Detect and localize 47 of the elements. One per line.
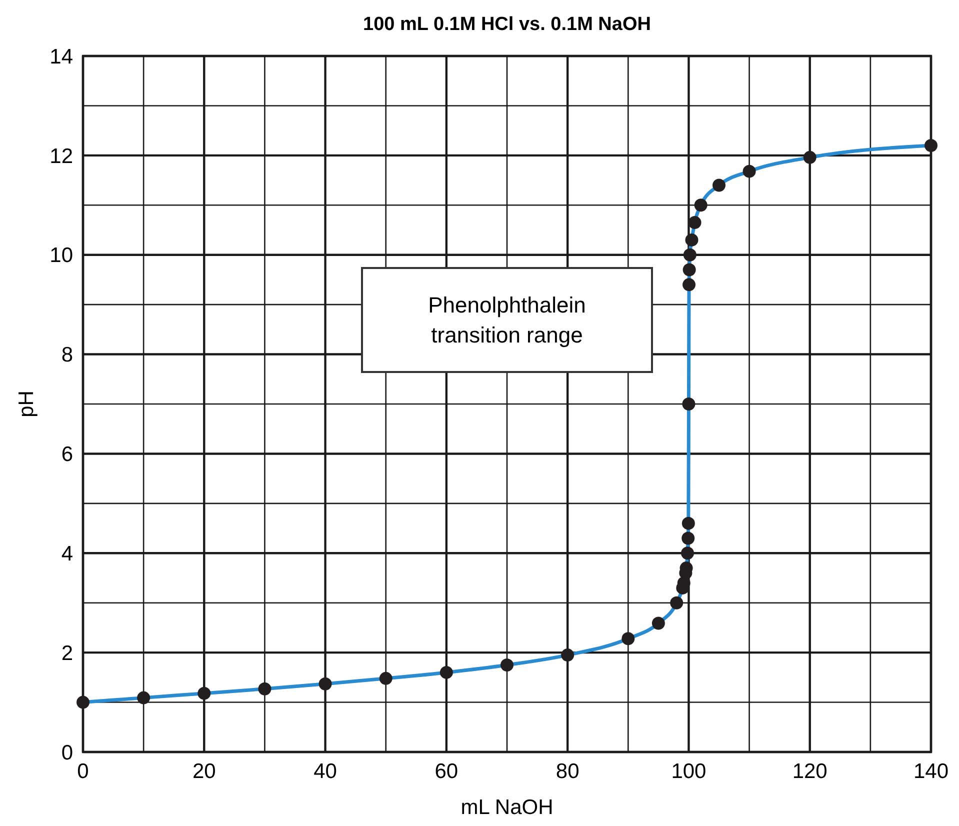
point	[561, 648, 574, 662]
y-tick-label: 6	[61, 443, 73, 466]
chart-title: 100 mL 0.1M HCl vs. 0.1M NaOH	[363, 14, 651, 35]
y-tick-label: 0	[61, 741, 73, 764]
point	[742, 164, 756, 178]
point	[500, 658, 514, 672]
point	[652, 616, 665, 630]
x-tick-label: 20	[192, 760, 216, 783]
point	[682, 532, 695, 545]
point	[379, 672, 392, 685]
y-tick-label: 4	[61, 542, 74, 566]
point	[803, 150, 816, 164]
x-tick-label: 80	[556, 760, 580, 783]
x-tick-label: 100	[671, 760, 706, 783]
point	[670, 596, 684, 610]
point	[685, 233, 698, 246]
point	[137, 691, 150, 704]
annotation: Phenolphthalein transition range	[428, 292, 586, 348]
y-axis-title: pH	[15, 390, 38, 418]
point	[682, 263, 696, 276]
x-tick-label: 0	[77, 760, 89, 783]
point	[924, 138, 938, 152]
x-tick-label: 140	[913, 760, 949, 783]
point	[682, 516, 695, 530]
x-tick-label: 40	[314, 760, 337, 783]
note-box: Phenolphthalein transition range	[361, 267, 653, 373]
point	[76, 696, 90, 709]
x-tick-label: 120	[792, 760, 828, 783]
point	[681, 546, 694, 560]
point	[694, 198, 708, 212]
y-tick-label: 10	[50, 244, 73, 268]
x-axis-title: mL NaOH	[460, 796, 554, 819]
point	[622, 632, 635, 646]
point	[318, 677, 332, 690]
y-tick-label: 14	[50, 45, 74, 68]
point	[440, 666, 453, 679]
point	[682, 278, 696, 292]
point	[682, 398, 696, 410]
point	[712, 178, 726, 192]
point	[198, 686, 211, 700]
x-tick-label: 60	[434, 760, 458, 783]
y-tick-label: 2	[61, 642, 73, 665]
y-tick-label: 12	[50, 144, 73, 168]
point	[688, 216, 702, 230]
point	[258, 682, 272, 696]
y-tick-label: 8	[61, 344, 73, 367]
point	[683, 248, 696, 262]
